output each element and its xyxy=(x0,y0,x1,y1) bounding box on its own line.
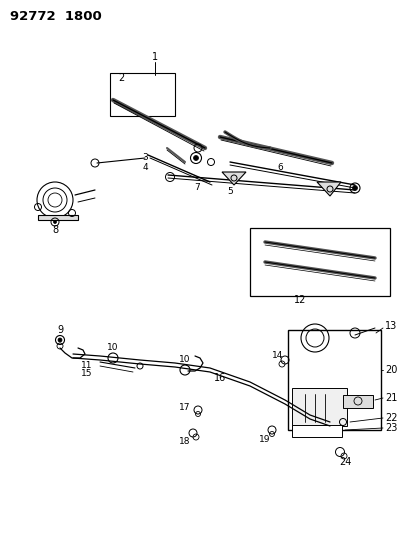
Polygon shape xyxy=(316,182,340,196)
Bar xyxy=(110,73,175,116)
Circle shape xyxy=(58,338,62,342)
Text: 8: 8 xyxy=(52,225,58,235)
Text: 9: 9 xyxy=(57,325,63,335)
Circle shape xyxy=(53,221,56,223)
Text: 18: 18 xyxy=(179,438,190,447)
Bar xyxy=(249,228,389,296)
Text: 24: 24 xyxy=(338,457,350,467)
Text: 12: 12 xyxy=(293,295,306,305)
Text: 14: 14 xyxy=(272,351,283,360)
Text: 11: 11 xyxy=(80,360,92,369)
Text: 5: 5 xyxy=(227,188,232,197)
Bar xyxy=(291,425,341,437)
Text: 10: 10 xyxy=(107,343,119,352)
Text: 20: 20 xyxy=(384,365,396,375)
Text: 16: 16 xyxy=(214,373,225,383)
Text: 21: 21 xyxy=(384,393,396,403)
Text: 13: 13 xyxy=(384,321,396,331)
Text: 6: 6 xyxy=(276,163,282,172)
Text: 7: 7 xyxy=(194,183,199,192)
Text: 17: 17 xyxy=(178,403,190,413)
Polygon shape xyxy=(38,215,78,220)
Text: 23: 23 xyxy=(384,423,396,433)
Text: 15: 15 xyxy=(80,369,92,378)
Circle shape xyxy=(193,156,198,160)
Text: 4: 4 xyxy=(142,163,147,172)
Bar xyxy=(287,330,380,430)
Text: 2: 2 xyxy=(118,73,124,83)
Text: 3: 3 xyxy=(142,154,147,163)
Text: 1: 1 xyxy=(152,52,158,62)
Circle shape xyxy=(351,185,357,190)
Polygon shape xyxy=(342,395,372,408)
Bar xyxy=(291,388,346,426)
Text: 92772  1800: 92772 1800 xyxy=(10,10,102,22)
Text: 19: 19 xyxy=(259,435,270,445)
Text: 10: 10 xyxy=(179,356,190,365)
Polygon shape xyxy=(221,172,245,185)
Text: 22: 22 xyxy=(384,413,396,423)
